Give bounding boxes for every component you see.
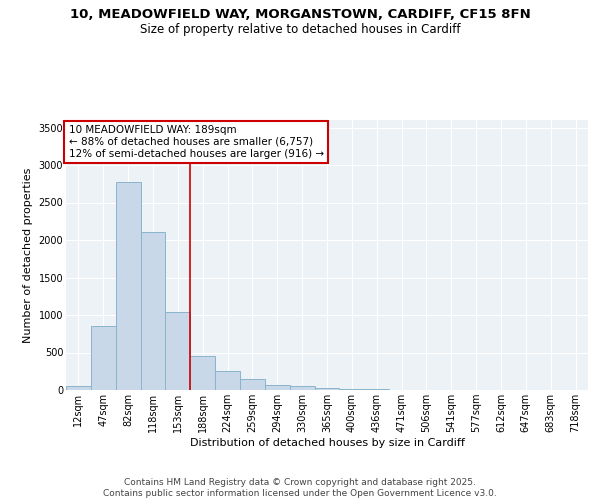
- Y-axis label: Number of detached properties: Number of detached properties: [23, 168, 33, 342]
- Bar: [91, 326, 116, 390]
- Bar: [190, 356, 215, 390]
- Bar: [215, 371, 240, 390]
- Text: Size of property relative to detached houses in Cardiff: Size of property relative to detached ho…: [140, 22, 460, 36]
- X-axis label: Distribution of detached houses by size in Cardiff: Distribution of detached houses by size …: [190, 438, 464, 448]
- Text: Contains HM Land Registry data © Crown copyright and database right 2025.
Contai: Contains HM Land Registry data © Crown c…: [103, 478, 497, 498]
- Bar: [290, 386, 314, 390]
- Text: 10, MEADOWFIELD WAY, MORGANSTOWN, CARDIFF, CF15 8FN: 10, MEADOWFIELD WAY, MORGANSTOWN, CARDIF…: [70, 8, 530, 20]
- Bar: [314, 388, 340, 390]
- Bar: [140, 232, 166, 390]
- Bar: [340, 389, 364, 390]
- Bar: [364, 389, 389, 390]
- Bar: [265, 385, 290, 390]
- Bar: [240, 379, 265, 390]
- Text: 10 MEADOWFIELD WAY: 189sqm
← 88% of detached houses are smaller (6,757)
12% of s: 10 MEADOWFIELD WAY: 189sqm ← 88% of deta…: [68, 126, 324, 158]
- Bar: [116, 182, 140, 390]
- Bar: [66, 386, 91, 390]
- Bar: [166, 312, 190, 390]
